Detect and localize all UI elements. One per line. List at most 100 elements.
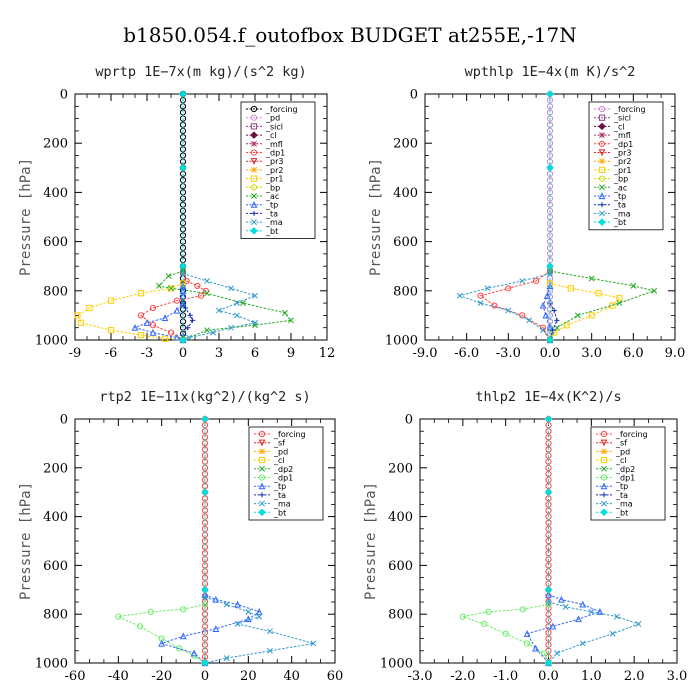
legend-label: _ac [265, 192, 279, 201]
series-line-ta [549, 302, 558, 341]
legend-marker [250, 131, 258, 139]
legend-marker [598, 140, 606, 147]
data-point-tp [523, 630, 531, 637]
panel-title: wpthlp 1E−4x(m K)/s^2 [465, 64, 636, 80]
series-line-dp1 [460, 603, 549, 664]
data-point-ma [588, 608, 595, 615]
data-point-bt [546, 90, 554, 98]
y-tick-label: 600 [43, 235, 68, 250]
legend-label: _tp [615, 482, 628, 491]
data-point-pr1 [137, 331, 145, 339]
legend-marker [599, 184, 605, 191]
data-point-tp [575, 615, 582, 623]
data-point-ma [477, 300, 484, 307]
series-group [115, 415, 317, 667]
data-point-dp1 [502, 630, 509, 637]
data-point-ma [223, 601, 230, 608]
x-tick-label: 20 [240, 669, 257, 684]
y-tick-label: 200 [43, 461, 68, 476]
y-tick-label: 600 [388, 559, 413, 574]
legend-label: _bt [265, 227, 278, 236]
legend-marker [250, 105, 258, 113]
series-line-pr1 [76, 282, 184, 341]
y-tick-label: 1000 [35, 334, 68, 349]
legend-label: _forcing [615, 430, 648, 439]
data-point-ma [526, 317, 533, 324]
data-point-dp1 [485, 608, 492, 615]
x-tick-label: -1.0 [493, 669, 518, 684]
legend-marker [599, 210, 605, 217]
data-point-ma [562, 603, 569, 610]
x-tick-label: 6 [251, 346, 259, 361]
legend-marker [250, 184, 258, 191]
data-point-ma [635, 621, 642, 627]
legend-marker [599, 202, 605, 208]
data-point-bt [544, 488, 553, 496]
data-point-ma [614, 613, 620, 620]
legend-label: _pr2 [613, 157, 631, 166]
data-point-ma [234, 621, 241, 627]
x-tick-label: 3 [215, 346, 223, 361]
data-point-dp1 [491, 302, 498, 309]
data-point-forcing [545, 617, 552, 624]
legend-marker [601, 448, 607, 455]
data-point-forcing [546, 140, 554, 147]
legend-label: _pr1 [265, 175, 283, 184]
series-line-ma [182, 273, 257, 341]
data-point-bt [546, 262, 554, 270]
legend-marker [600, 482, 608, 490]
legend-label: _sicl [265, 122, 283, 131]
series-line-dp1 [116, 603, 206, 664]
data-point-bt [201, 659, 209, 667]
data-point-forcing [179, 140, 187, 147]
legend-marker [251, 166, 257, 173]
legend-label: _dp1 [265, 149, 285, 158]
data-point-ac [156, 282, 162, 289]
legend-label: _ma [273, 500, 291, 509]
data-point-ma [554, 650, 561, 657]
legend-marker [599, 158, 605, 165]
legend-label: _ac [613, 183, 627, 192]
data-point-dp1 [459, 613, 466, 620]
legend-label: _ma [615, 500, 633, 509]
chart-panel-2: wpthlp 1E−4x(m K)/s^2 Pressure [hPa] -9.0 -… [368, 64, 685, 361]
y-tick-label: 200 [393, 137, 418, 152]
data-point-tp [543, 292, 551, 299]
data-point-ma [609, 630, 616, 637]
data-point-dp1 [136, 623, 144, 630]
data-point-dp1 [173, 297, 181, 304]
data-point-tp [212, 625, 220, 632]
legend-label: _bp [265, 183, 280, 192]
data-point-bt [179, 90, 187, 98]
legend-marker [600, 508, 608, 517]
series-line-pr1 [549, 282, 621, 341]
legend-label: _ma [613, 209, 631, 218]
legend-label: _bt [613, 218, 626, 227]
data-point-pr1 [86, 304, 93, 312]
x-tick-label: -6 [105, 346, 118, 361]
data-point-dp1 [194, 282, 201, 289]
data-point-tp [557, 595, 565, 603]
y-axis-label: Pressure [hPa] [18, 158, 34, 276]
y-tick-label: 1000 [385, 334, 418, 349]
data-point-tp [190, 649, 198, 657]
legend-marker [599, 132, 605, 139]
x-tick-label: 9 [287, 346, 295, 361]
data-point-dp1 [149, 322, 157, 329]
data-point-bt [201, 488, 209, 496]
x-tick-label: 9.0 [665, 346, 686, 361]
data-point-tp [596, 608, 604, 615]
legend-label: _pd [265, 114, 280, 123]
series-line-ma [204, 596, 314, 664]
x-tick-label: -9.0 [412, 346, 437, 361]
legend-marker [598, 192, 606, 200]
legend-marker [598, 218, 606, 226]
x-tick-label: -6.0 [454, 346, 479, 361]
legend-marker [258, 482, 266, 490]
legend-marker [600, 439, 608, 447]
data-point-ma [234, 312, 240, 319]
y-tick-label: 800 [393, 284, 418, 299]
legend-marker [600, 457, 608, 464]
data-point-dp1 [175, 645, 183, 652]
